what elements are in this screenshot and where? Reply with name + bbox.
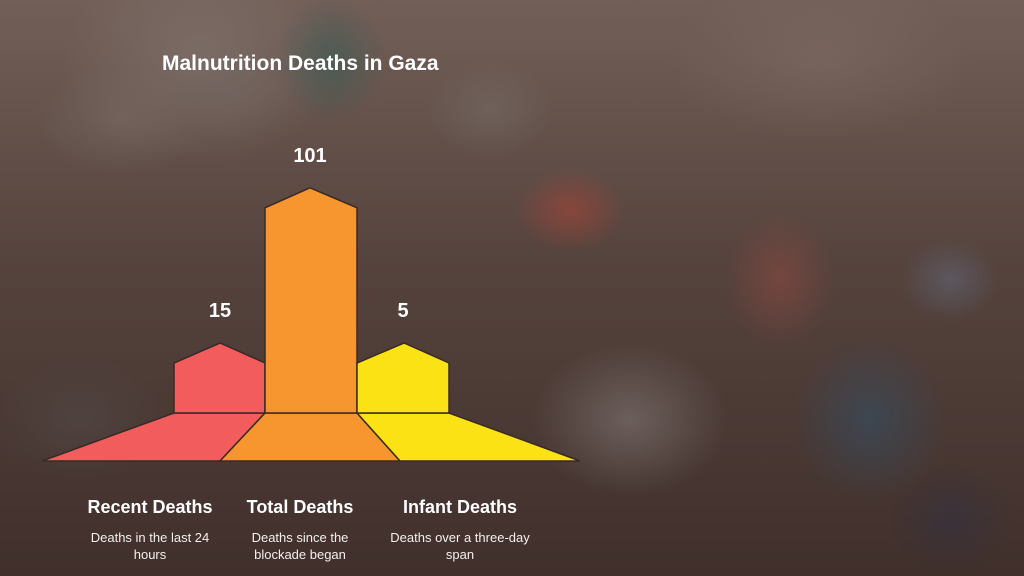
- category-description: Deaths since the blockade began: [251, 530, 349, 562]
- bar-1: [173, 342, 266, 414]
- value-label-3: 5: [397, 300, 408, 322]
- bar-2: [264, 186, 358, 414]
- value-label-1: 15: [209, 300, 231, 322]
- chart-title: Malnutrition Deaths in Gaza: [162, 52, 439, 75]
- value-label-2: 101: [293, 145, 326, 167]
- category-block-3: Infant Deaths Deaths over a three-day spa…: [365, 496, 555, 563]
- category-block-2: Total Deaths Deaths since the blockade be…: [205, 496, 395, 563]
- category-description: Deaths over a three-day span: [390, 530, 530, 562]
- category-description: Deaths in the last 24 hours: [90, 530, 210, 562]
- bar-3: [356, 342, 450, 414]
- category-title: Total Deaths: [246, 497, 354, 517]
- category-block-1: Recent Deaths Deaths in the last 24 hours: [55, 496, 245, 563]
- category-title: Infant Deaths: [402, 497, 517, 517]
- category-title: Recent Deaths: [87, 497, 213, 517]
